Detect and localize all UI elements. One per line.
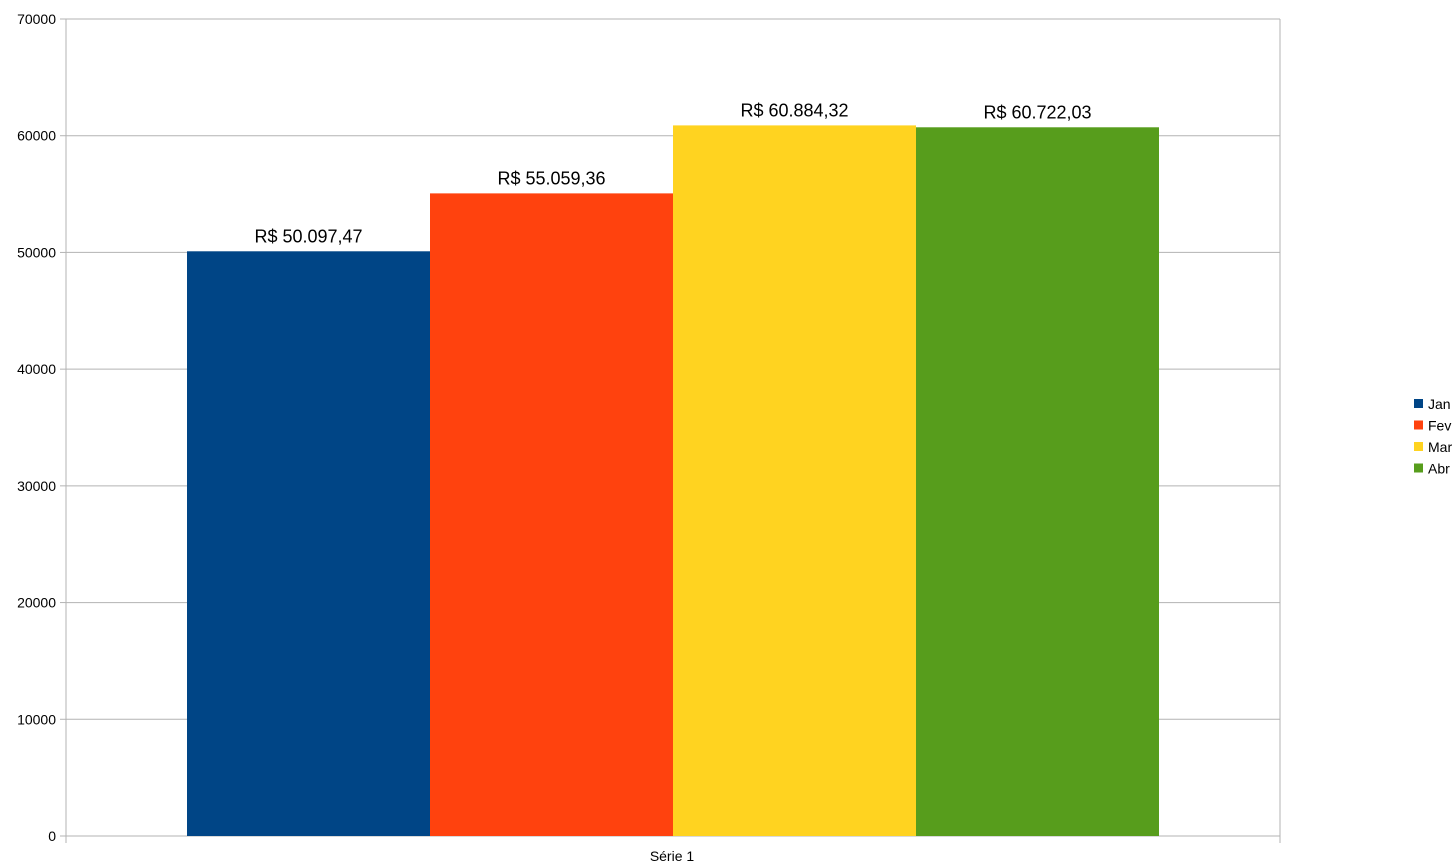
legend-label-abr: Abr: [1428, 461, 1450, 477]
y-tick-label: 0: [48, 828, 56, 844]
data-label-jan: R$ 50.097,47: [254, 226, 362, 246]
data-label-abr: R$ 60.722,03: [983, 102, 1091, 122]
legend-swatch-fev: [1414, 420, 1423, 430]
bar-fev: [430, 193, 673, 837]
legend: Jan Fev Mar Abr: [1414, 396, 1452, 477]
bar-mar: [673, 125, 916, 836]
legend-swatch-abr: [1414, 463, 1423, 473]
y-tick-label: 30000: [17, 478, 56, 494]
legend-label-mar: Mar: [1428, 439, 1452, 455]
legend-swatch-mar: [1414, 442, 1423, 451]
y-tick-label: 40000: [17, 361, 56, 377]
bar-jan: [187, 251, 430, 836]
data-label-mar: R$ 60.884,32: [740, 100, 848, 120]
data-label-fev: R$ 55.059,36: [497, 168, 605, 188]
legend-label-fev: Fev: [1428, 418, 1451, 434]
data-labels: R$ 50.097,47 R$ 55.059,36 R$ 60.884,32 R$ 6…: [254, 100, 1091, 246]
y-tick-label: 60000: [17, 128, 56, 144]
x-category-label: Série 1: [650, 848, 695, 862]
legend-label-jan: Jan: [1428, 396, 1451, 412]
y-tick-label: 70000: [17, 11, 56, 27]
y-tick-label: 10000: [17, 711, 56, 727]
bars: [187, 125, 1159, 837]
legend-swatch-jan: [1414, 399, 1423, 408]
y-tick-label: 50000: [17, 244, 56, 260]
bar-abr: [916, 127, 1159, 836]
y-tick-label: 20000: [17, 595, 56, 611]
